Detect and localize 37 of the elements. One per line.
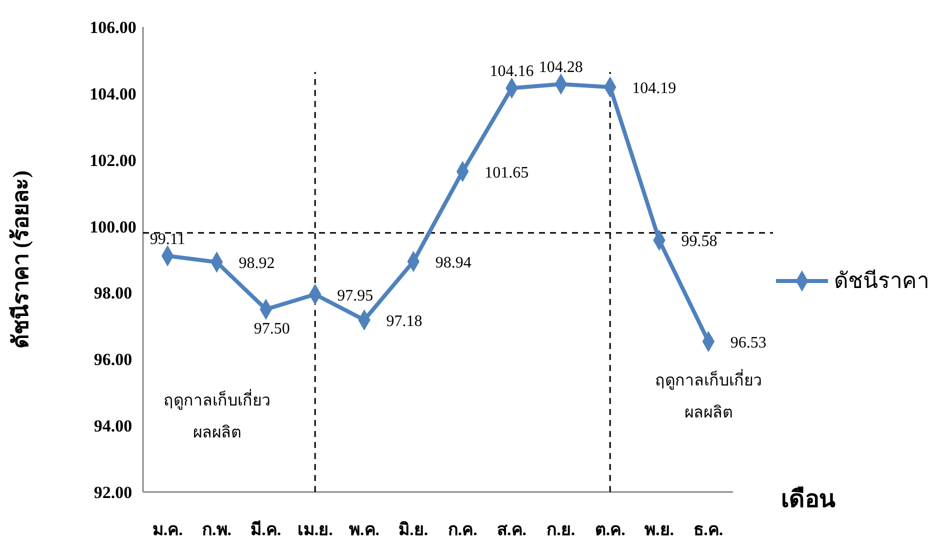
x-tick-label: ธ.ค. [694,520,724,539]
x-axis-title: เดือน [781,486,836,513]
data-label: 97.50 [254,320,290,338]
y-tick-label: 98.00 [94,284,132,303]
x-tick-label: พ.ค. [349,520,380,539]
x-tick-label: มี.ค. [250,519,282,539]
x-tick-label: ม.ค. [152,520,183,539]
data-label: 98.92 [238,255,275,272]
x-tick-label: ต.ค. [594,520,626,539]
annotation: ฤดูกาลเก็บเกี่ยว ผลผลิต [163,388,270,442]
data-label: 104.19 [632,80,676,98]
data-label: 104.28 [538,59,583,76]
data-label: 98.94 [435,254,472,272]
x-tick-label: เม.ย. [297,520,333,539]
legend-label: ดัชนีราคา [834,268,929,293]
x-tick-label: ก.ค. [448,520,478,539]
data-label: 97.95 [337,287,374,304]
data-label: 99.11 [150,230,186,248]
y-tick-label: 100.00 [90,217,136,236]
data-label: 97.18 [386,312,422,330]
y-tick-label: 94.00 [94,416,132,436]
x-tick-label: ก.พ. [202,520,232,539]
data-label: 96.53 [730,334,766,352]
annotation: ฤดูกาลเก็บเกี่ยว ผลผลิต [654,368,762,422]
data-label: 104.16 [490,63,534,80]
y-tick-label: 102.00 [90,150,136,170]
y-tick-label: 96.00 [94,350,132,370]
y-tick-label: 106.00 [90,18,136,37]
data-label: 99.58 [681,233,718,250]
y-tick-label: 92.00 [94,483,132,502]
data-label: 101.65 [484,164,529,182]
x-tick-label: ก.ย. [546,520,576,539]
x-tick-label: มิ.ย. [398,520,428,539]
y-tick-label: 104.00 [90,84,136,104]
x-tick-label: พ.ย. [644,520,674,539]
x-tick-label: ส.ค. [497,520,526,539]
y-axis-title: ดัชนีราคา (ร้อยละ) [8,170,33,349]
